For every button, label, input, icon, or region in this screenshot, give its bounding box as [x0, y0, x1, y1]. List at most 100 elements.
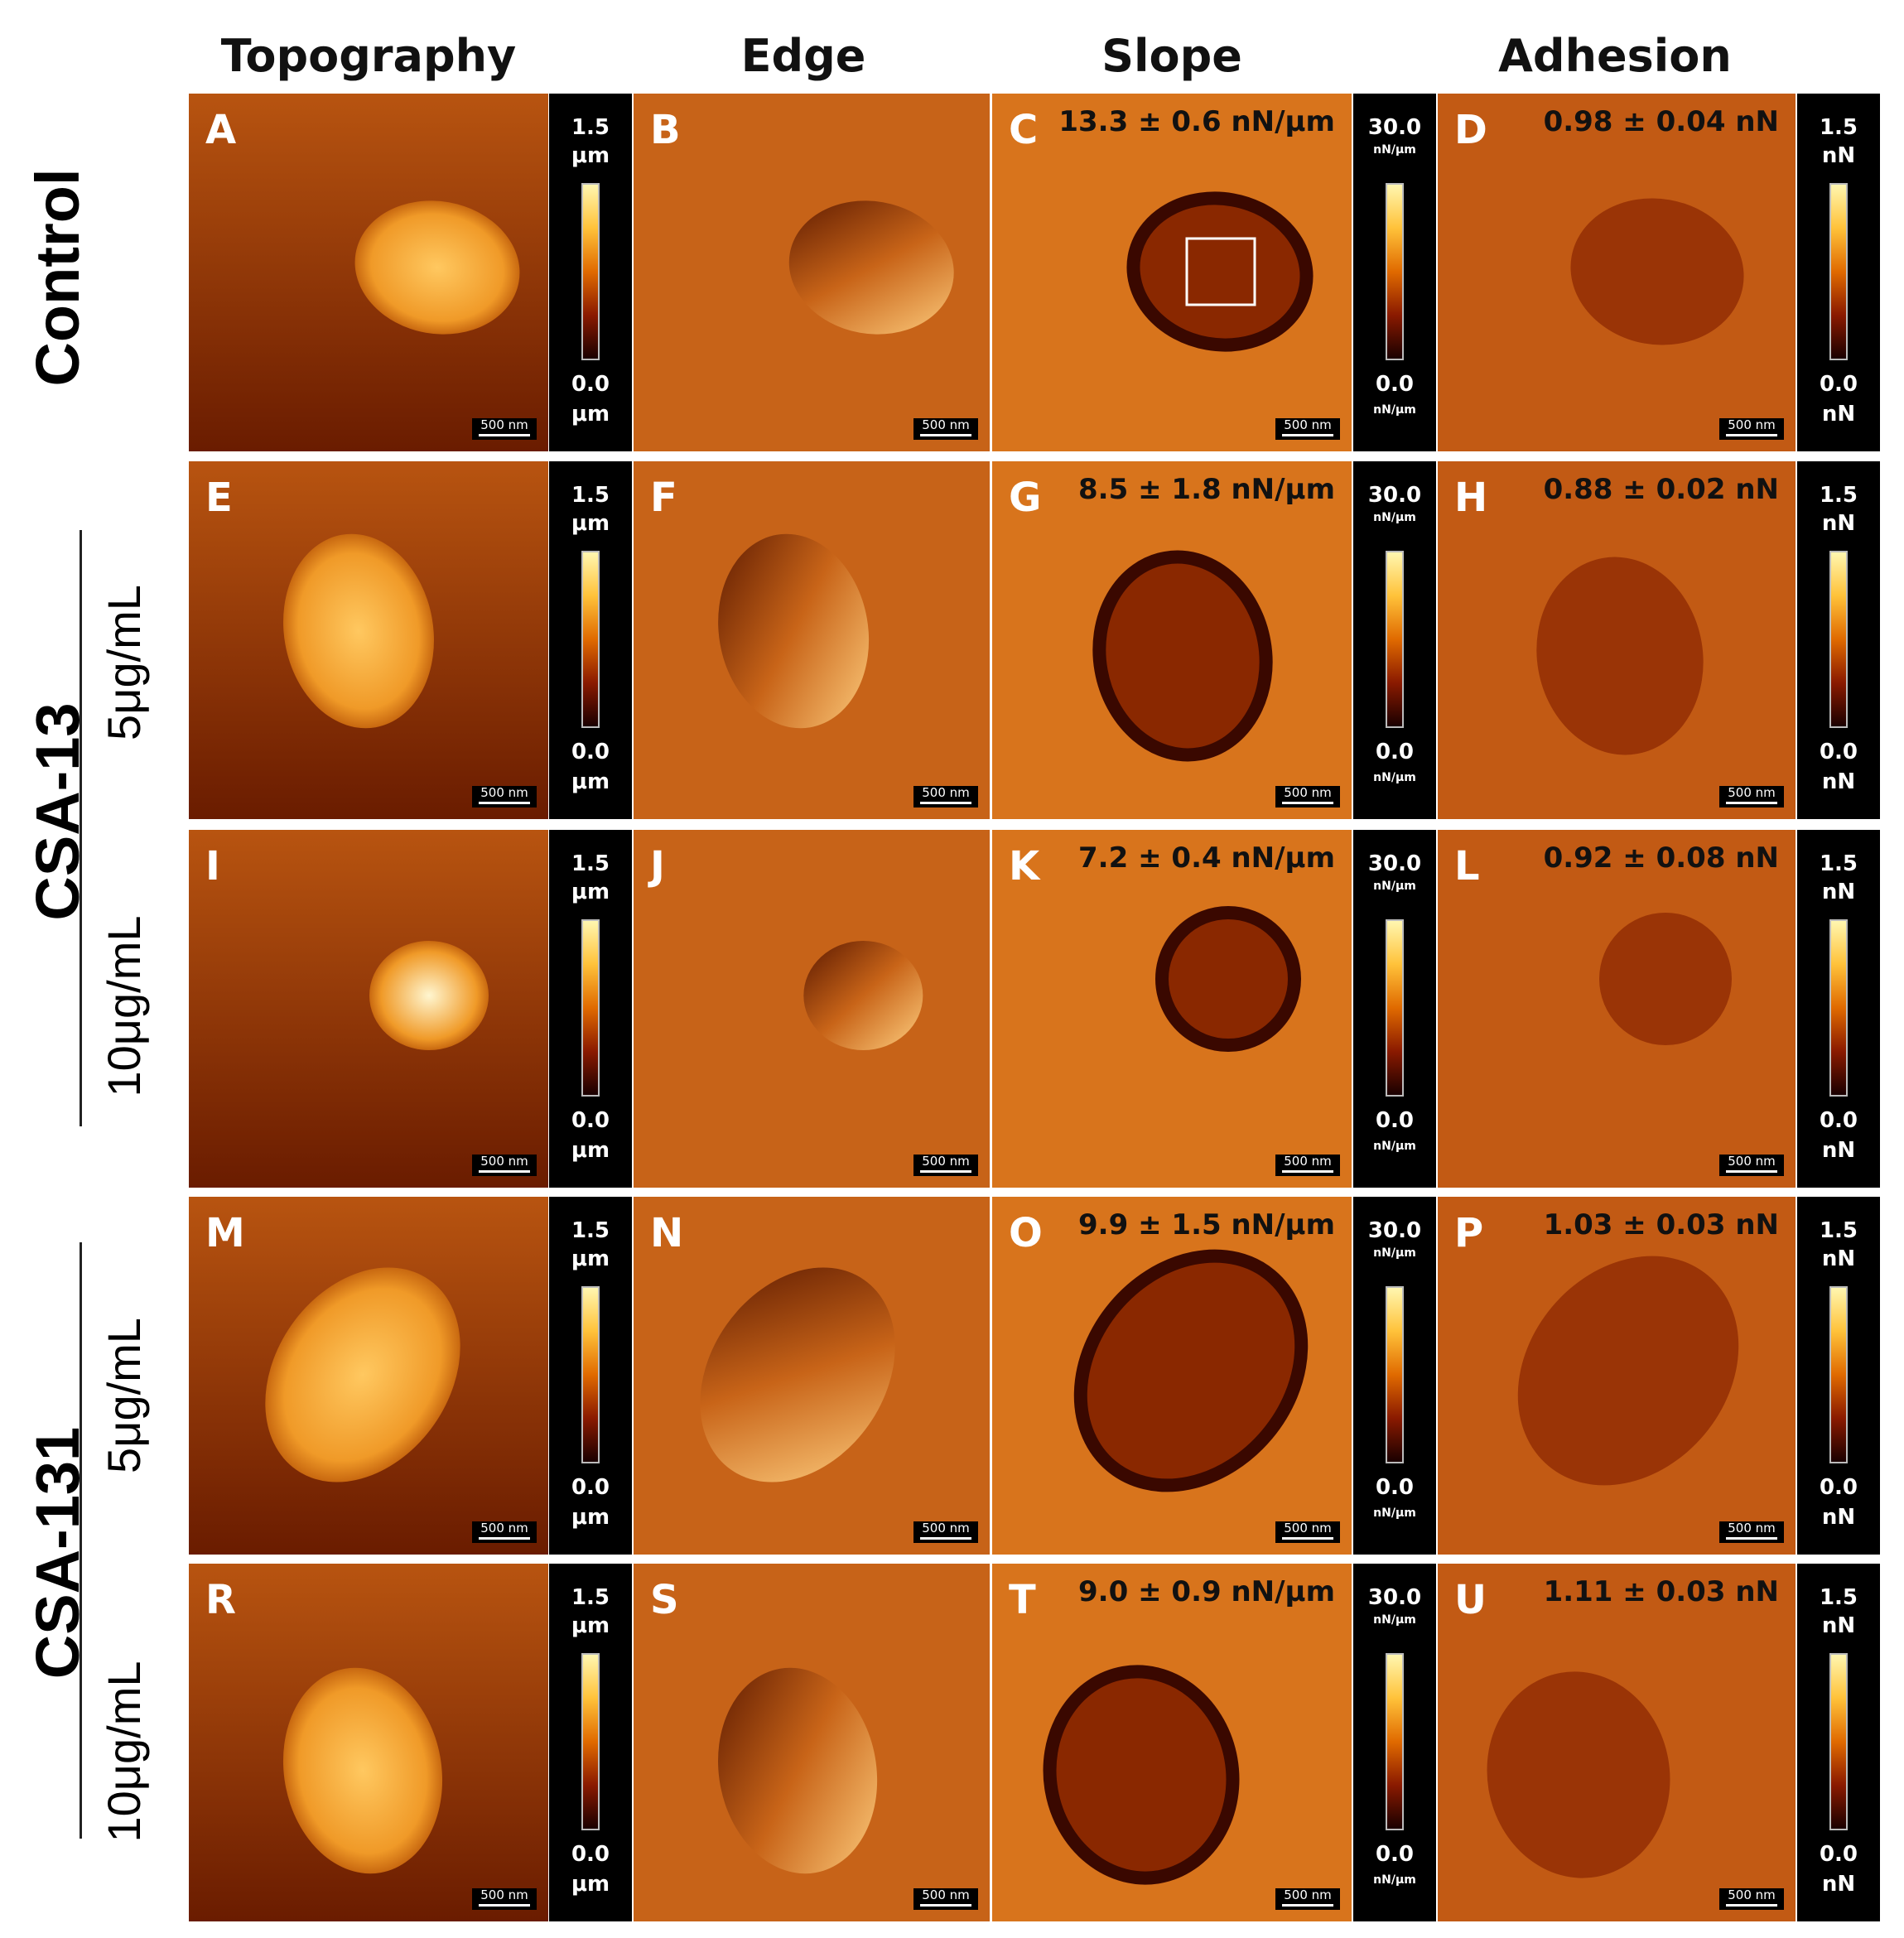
- scale-bar-line: [1726, 802, 1777, 804]
- colorbar-max: 1.5: [1819, 115, 1858, 140]
- colorbar-max-unit: μm: [571, 880, 610, 904]
- divider-csa13: [80, 530, 82, 1126]
- scale-bar-label: 500 nm: [1284, 417, 1332, 432]
- colorbar-max-unit: nN: [1821, 1613, 1856, 1638]
- cell: [1570, 198, 1744, 345]
- colorbar-gradient: [1386, 919, 1404, 1097]
- conc-label-csa131-5: 5μg/mL: [98, 1318, 150, 1473]
- colorbar-min-unit: μm: [571, 1138, 610, 1163]
- cell: [1073, 1249, 1309, 1492]
- scale-bar: 500 nm: [1275, 1521, 1340, 1543]
- adhesion-measurement: 0.92 ± 0.08 nN: [1543, 841, 1779, 875]
- scale-bar: 500 nm: [472, 1888, 537, 1910]
- scale-bar-label: 500 nm: [480, 1887, 528, 1902]
- panel-letter: K: [1009, 843, 1040, 889]
- colorbar-gradient: [1829, 183, 1848, 360]
- colorbar-slope: 30.0 nN/μm 0.0 nN/μm: [1353, 830, 1436, 1188]
- colorbar-min: 0.0: [1819, 1108, 1858, 1133]
- panel-k: K 7.2 ± 0.4 nN/μm 500 nm: [992, 830, 1352, 1188]
- scale-bar-line: [479, 1904, 530, 1907]
- scale-bar-line: [920, 802, 971, 804]
- colorbar-slope: 30.0 nN/μm 0.0 nN/μm: [1353, 94, 1436, 451]
- colorbar-min: 0.0: [1375, 1108, 1415, 1133]
- colorbar-min: 0.0: [1375, 1475, 1415, 1500]
- afm-image: [634, 830, 990, 1188]
- panel-letter: O: [1009, 1210, 1043, 1256]
- colorbar-topo: 1.5 μm 0.0 μm: [549, 94, 632, 451]
- scale-bar-label: 500 nm: [922, 417, 970, 432]
- scale-bar-label: 500 nm: [480, 1521, 528, 1535]
- panel-letter: F: [650, 475, 677, 521]
- colorbar-slope: 30.0 nN/μm 0.0 nN/μm: [1353, 1197, 1436, 1555]
- panel-m: M 500 nm: [189, 1197, 548, 1555]
- scale-bar-line: [1726, 1537, 1777, 1540]
- cell: [283, 533, 434, 729]
- colorbar-min-unit: nN: [1821, 1138, 1856, 1163]
- scale-bar: 500 nm: [1719, 418, 1784, 440]
- group-label-csa13: CSA-13: [23, 702, 92, 921]
- scale-bar: 500 nm: [472, 1521, 537, 1543]
- colorbar-adh: 1.5 nN 0.0 nN: [1797, 461, 1880, 819]
- scale-bar: 500 nm: [913, 786, 978, 808]
- header-topography: Topography: [220, 30, 517, 82]
- panel-a: A 500 nm: [189, 94, 548, 451]
- colorbar-max: 30.0: [1367, 483, 1422, 508]
- colorbar-gradient: [1829, 919, 1848, 1097]
- colorbar-min-unit: nN/μm: [1373, 1140, 1416, 1153]
- colorbar-min: 0.0: [1375, 740, 1415, 764]
- panel-e: E 500 nm: [189, 461, 548, 819]
- panel-letter: A: [205, 107, 237, 153]
- group-label-control: Control: [23, 168, 92, 387]
- slope-measurement: 8.5 ± 1.8 nN/μm: [1078, 473, 1335, 506]
- cell: [369, 941, 489, 1050]
- colorbar-min-unit: nN: [1821, 402, 1856, 427]
- cell: [788, 200, 954, 335]
- scale-bar-label: 500 nm: [922, 1521, 970, 1535]
- colorbar-gradient: [581, 919, 600, 1097]
- conc-label-csa13-10: 10μg/mL: [98, 915, 150, 1097]
- cell: [1487, 1671, 1670, 1878]
- scale-bar-line: [1726, 1904, 1777, 1907]
- panel-letter: N: [650, 1210, 684, 1256]
- colorbar-min: 0.0: [571, 740, 610, 764]
- panel-u: U 1.11 ± 0.03 nN 500 nm: [1438, 1564, 1796, 1921]
- scale-bar: 500 nm: [1275, 786, 1340, 808]
- colorbar-min: 0.0: [571, 1842, 610, 1867]
- scale-bar: 500 nm: [1719, 1888, 1784, 1910]
- panel-g: G 8.5 ± 1.8 nN/μm 500 nm: [992, 461, 1352, 819]
- afm-image: [992, 830, 1352, 1188]
- panel-letter: P: [1454, 1210, 1484, 1256]
- colorbar-slope: 30.0 nN/μm 0.0 nN/μm: [1353, 461, 1436, 819]
- colorbar-min: 0.0: [571, 1475, 610, 1500]
- afm-image: [634, 461, 990, 819]
- colorbar-max-unit: nN/μm: [1373, 880, 1416, 893]
- colorbar-min: 0.0: [1819, 740, 1858, 764]
- colorbar-topo: 1.5 μm 0.0 μm: [549, 461, 632, 819]
- colorbar-topo: 1.5 μm 0.0 μm: [549, 1197, 632, 1555]
- colorbar-gradient: [581, 1653, 600, 1830]
- colorbar-max-unit: μm: [571, 1246, 610, 1271]
- colorbar-slope: 30.0 nN/μm 0.0 nN/μm: [1353, 1564, 1436, 1921]
- panel-letter: R: [205, 1577, 236, 1623]
- panel-letter: J: [650, 843, 665, 889]
- header-slope: Slope: [1101, 30, 1242, 82]
- scale-bar-line: [1282, 1537, 1333, 1540]
- colorbar-max-unit: nN/μm: [1373, 143, 1416, 157]
- colorbar-max-unit: nN: [1821, 1246, 1856, 1271]
- panel-t: T 9.0 ± 0.9 nN/μm 500 nm: [992, 1564, 1352, 1921]
- panel-c: C 13.3 ± 0.6 nN/μm 500 nm: [992, 94, 1352, 451]
- panel-letter: C: [1009, 107, 1039, 153]
- cell: [718, 1667, 878, 1874]
- colorbar-gradient: [581, 1286, 600, 1463]
- colorbar-max: 1.5: [1819, 483, 1858, 508]
- afm-image: [634, 1564, 990, 1921]
- scale-bar-label: 500 nm: [1284, 785, 1332, 800]
- scale-bar-label: 500 nm: [480, 785, 528, 800]
- scale-bar-label: 500 nm: [480, 417, 528, 432]
- panel-j: J 500 nm: [634, 830, 990, 1188]
- colorbar-max-unit: nN/μm: [1373, 1246, 1416, 1260]
- slope-measurement: 13.3 ± 0.6 nN/μm: [1058, 105, 1335, 138]
- scale-bar: 500 nm: [913, 418, 978, 440]
- afm-image: [189, 94, 548, 451]
- colorbar-min: 0.0: [1375, 372, 1415, 397]
